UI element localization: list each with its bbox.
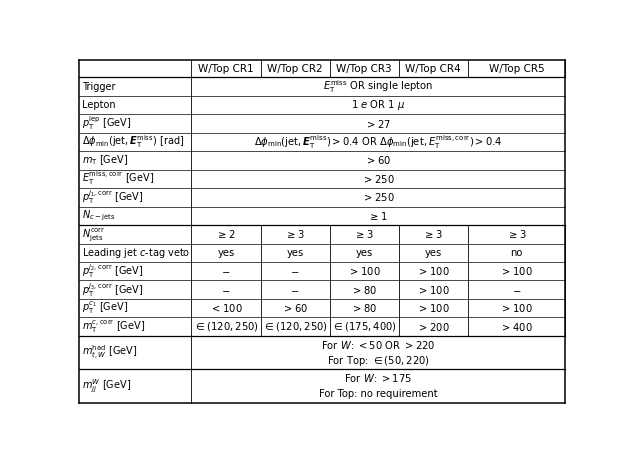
Text: $> 80$: $> 80$ — [351, 284, 377, 296]
Text: $N_\mathrm{jets}^\mathrm{corr}$: $N_\mathrm{jets}^\mathrm{corr}$ — [82, 226, 106, 243]
Text: $-$: $-$ — [221, 266, 230, 276]
Text: $> 60$: $> 60$ — [365, 155, 391, 167]
Text: W/Top CR5: W/Top CR5 — [489, 64, 544, 74]
Text: $\in (120, 250)$: $\in (120, 250)$ — [193, 320, 258, 333]
Text: $-$: $-$ — [512, 285, 521, 295]
Text: 1 $e$ OR 1 $\mu$: 1 $e$ OR 1 $\mu$ — [351, 98, 406, 112]
Text: $p_\mathrm{T}^{j_1,\mathrm{corr}}$ [GeV]: $p_\mathrm{T}^{j_1,\mathrm{corr}}$ [GeV] — [82, 189, 144, 206]
Text: $-$: $-$ — [290, 285, 300, 295]
Text: $\Delta\phi_\mathrm{min}(\mathrm{jet},\boldsymbol{E}_\mathrm{T}^\mathrm{miss})$ : $\Delta\phi_\mathrm{min}(\mathrm{jet},\b… — [82, 134, 185, 151]
Text: $m_\mathrm{T}^{c,\mathrm{corr}}$ [GeV]: $m_\mathrm{T}^{c,\mathrm{corr}}$ [GeV] — [82, 319, 146, 335]
Text: no: no — [511, 248, 522, 258]
Text: $> 100$: $> 100$ — [417, 302, 450, 314]
Text: For Top: no requirement: For Top: no requirement — [319, 389, 438, 399]
Text: $p_\mathrm{T}^{j_3,\mathrm{corr}}$ [GeV]: $p_\mathrm{T}^{j_3,\mathrm{corr}}$ [GeV] — [82, 281, 144, 298]
Text: $> 200$: $> 200$ — [417, 320, 450, 333]
Text: $\geq 2$: $\geq 2$ — [216, 228, 236, 240]
Text: Trigger: Trigger — [82, 82, 116, 92]
Text: $m_{jj}^W$ [GeV]: $m_{jj}^W$ [GeV] — [82, 378, 132, 395]
Text: yes: yes — [286, 248, 304, 258]
Text: W/Top CR3: W/Top CR3 — [337, 64, 392, 74]
Text: For $W$: $> 175$: For $W$: $> 175$ — [344, 372, 413, 384]
Text: $> 100$: $> 100$ — [348, 265, 381, 277]
Text: For $W$: $< 50$ OR $> 220$: For $W$: $< 50$ OR $> 220$ — [321, 339, 435, 351]
Text: $-$: $-$ — [221, 285, 230, 295]
Text: $\in (175, 400)$: $\in (175, 400)$ — [332, 320, 397, 333]
Text: $\Delta\phi_\mathrm{min}(\mathrm{jet},\boldsymbol{E}_\mathrm{T}^\mathrm{miss}) >: $\Delta\phi_\mathrm{min}(\mathrm{jet},\b… — [254, 134, 502, 151]
Text: $m_{t,W}^\mathrm{had}$ [GeV]: $m_{t,W}^\mathrm{had}$ [GeV] — [82, 344, 138, 362]
Text: $> 100$: $> 100$ — [417, 284, 450, 296]
Text: Leading jet $c$-tag veto: Leading jet $c$-tag veto — [82, 246, 191, 260]
Text: yes: yes — [217, 248, 235, 258]
Text: $> 250$: $> 250$ — [362, 173, 394, 185]
Text: $> 60$: $> 60$ — [282, 302, 308, 314]
Text: $\geq 1$: $\geq 1$ — [369, 210, 388, 222]
Text: W/Top CR1: W/Top CR1 — [198, 64, 254, 74]
Text: $m_\mathrm{T}$ [GeV]: $m_\mathrm{T}$ [GeV] — [82, 154, 129, 168]
Text: $\geq 3$: $\geq 3$ — [354, 228, 374, 240]
Text: Lepton: Lepton — [82, 100, 116, 110]
Text: W/Top CR2: W/Top CR2 — [268, 64, 323, 74]
Text: For Top: $\in (50, 220)$: For Top: $\in (50, 220)$ — [327, 354, 430, 368]
Text: $E_\mathrm{T}^\mathrm{miss,corr}$ [GeV]: $E_\mathrm{T}^\mathrm{miss,corr}$ [GeV] — [82, 170, 154, 187]
Text: $N_{c-\mathrm{jets}}$: $N_{c-\mathrm{jets}}$ — [82, 209, 116, 223]
Text: $\geq 3$: $\geq 3$ — [423, 228, 443, 240]
Text: $> 400$: $> 400$ — [501, 320, 533, 333]
Text: $E_\mathrm{T}^\mathrm{miss}$ OR single lepton: $E_\mathrm{T}^\mathrm{miss}$ OR single l… — [323, 78, 433, 95]
Text: $> 250$: $> 250$ — [362, 191, 394, 203]
Text: $\geq 3$: $\geq 3$ — [285, 228, 305, 240]
Text: $\geq 3$: $\geq 3$ — [507, 228, 526, 240]
Text: $-$: $-$ — [290, 266, 300, 276]
Text: $< 100$: $< 100$ — [210, 302, 242, 314]
Text: yes: yes — [355, 248, 373, 258]
Text: W/Top CR4: W/Top CR4 — [406, 64, 461, 74]
Text: $\in (120, 250)$: $\in (120, 250)$ — [263, 320, 328, 333]
Text: $> 27$: $> 27$ — [365, 118, 391, 129]
Text: $> 100$: $> 100$ — [501, 302, 533, 314]
Text: $p_\mathrm{T}^{j_2,\mathrm{corr}}$ [GeV]: $p_\mathrm{T}^{j_2,\mathrm{corr}}$ [GeV] — [82, 262, 144, 280]
Text: $p_\mathrm{T}^{c_1}$ [GeV]: $p_\mathrm{T}^{c_1}$ [GeV] — [82, 300, 129, 316]
Text: $p_\mathrm{T}^\mathrm{lep}$ [GeV]: $p_\mathrm{T}^\mathrm{lep}$ [GeV] — [82, 115, 132, 133]
Text: yes: yes — [425, 248, 442, 258]
Text: $> 80$: $> 80$ — [351, 302, 377, 314]
Text: $> 100$: $> 100$ — [501, 265, 533, 277]
Text: $> 100$: $> 100$ — [417, 265, 450, 277]
